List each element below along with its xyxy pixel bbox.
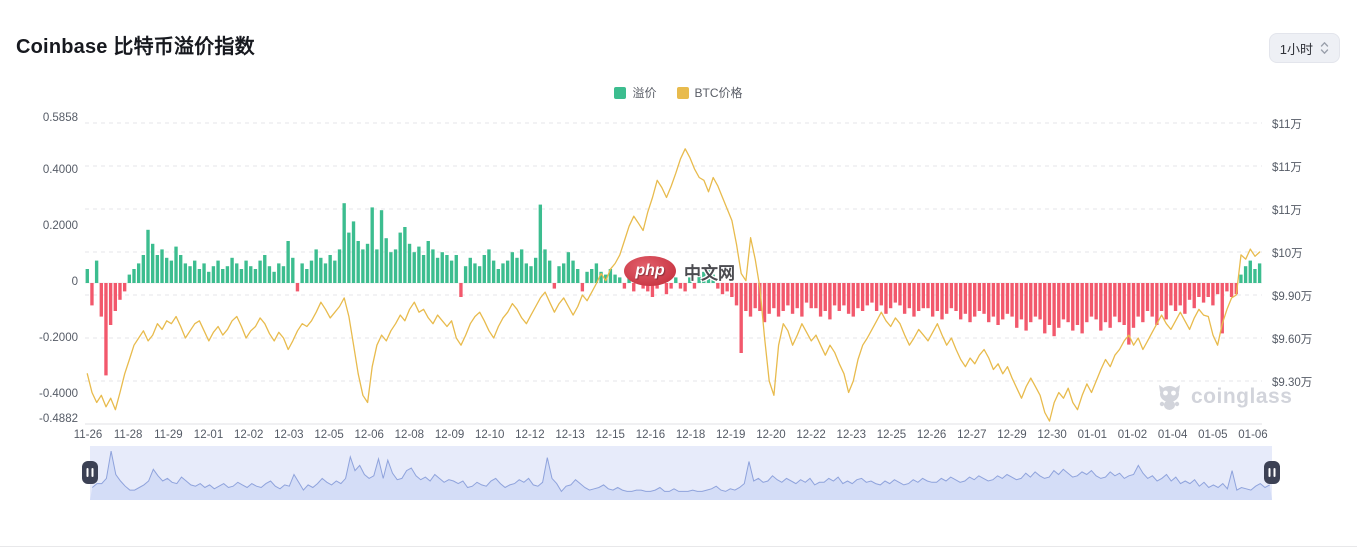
- right-axis-tick-label: $10万: [1272, 248, 1303, 260]
- x-axis-tick-label: 12-29: [997, 429, 1027, 441]
- x-axis-tick-label: 12-01: [193, 429, 224, 441]
- x-axis-tick-label: 12-10: [475, 429, 505, 441]
- x-axis-tick-label: 11-29: [154, 429, 183, 441]
- x-axis-tick-label: 12-12: [515, 429, 545, 441]
- left-axis-tick-label: 0.2000: [42, 220, 78, 232]
- left-axis-tick-label: 0.4000: [42, 164, 78, 176]
- x-axis-tick-label: 12-26: [916, 429, 947, 441]
- interval-select-value: 1小时: [1279, 41, 1313, 57]
- x-axis-tick-label: 01-02: [1117, 429, 1148, 441]
- x-axis-tick-label: 12-23: [836, 429, 866, 441]
- btc-price-legend-swatch-icon: [676, 86, 689, 99]
- left-axis-tick-label: 0: [71, 276, 78, 288]
- php-watermark-text: 中文网: [684, 263, 735, 283]
- x-axis-tick-label: 01-01: [1077, 429, 1107, 441]
- chart-navigator[interactable]: [82, 446, 1280, 500]
- legend-label-premium: 溢价: [632, 86, 657, 100]
- x-axis-tick-label: 01-05: [1198, 429, 1228, 441]
- x-axis-tick-label: 12-20: [756, 429, 786, 441]
- x-axis-tick-label: 11-28: [113, 429, 143, 441]
- right-axis-tick-label: $11万: [1272, 162, 1302, 174]
- php-logo-icon: php: [624, 256, 676, 286]
- legend-label-btc-price: BTC价格: [694, 86, 743, 100]
- x-axis-tick-label: 12-22: [796, 429, 826, 441]
- right-axis-tick-label: $9.90万: [1272, 291, 1313, 303]
- coinglass-watermark: coinglass: [1156, 383, 1292, 411]
- x-axis-tick-label: 01-04: [1157, 429, 1188, 441]
- left-axis-tick-label: 0.5858: [42, 111, 78, 124]
- legend-item-btc-price[interactable]: BTC价格: [676, 84, 743, 101]
- right-axis-tick-label: $9.60万: [1272, 334, 1313, 346]
- chevron-updown-icon: [1320, 41, 1329, 55]
- x-axis-tick-label: 12-09: [434, 429, 465, 441]
- x-axis-tick-label: 11-26: [73, 429, 103, 441]
- left-axis-tick-label: -0.2000: [38, 332, 78, 344]
- x-axis-tick-label: 12-08: [394, 429, 425, 441]
- interval-select[interactable]: 1小时: [1268, 33, 1340, 63]
- left-axis-tick-label: -0.4000: [38, 388, 78, 400]
- gridlines: [85, 122, 1262, 425]
- x-axis-tick-label: 12-19: [716, 429, 746, 441]
- x-axis-tick-label: 12-15: [595, 429, 625, 441]
- chart-legend: 溢价 BTC价格: [0, 84, 1357, 101]
- x-axis-tick-label: 01-06: [1238, 429, 1268, 441]
- x-axis-tick-label: 12-16: [635, 429, 666, 441]
- right-axis-tick-label: $11万: [1272, 205, 1302, 217]
- plot-area[interactable]: [85, 148, 1262, 422]
- x-axis-tick-label: 12-25: [876, 429, 907, 441]
- coinglass-logo-icon: [1159, 385, 1180, 410]
- right-axis-tick-label: $11万: [1272, 119, 1302, 131]
- x-axis-tick-label: 12-18: [675, 429, 706, 441]
- x-axis-tick-label: 12-03: [274, 429, 304, 441]
- x-axis-tick-label: 12-05: [314, 429, 344, 441]
- x-axis-tick-label: 12-13: [555, 429, 585, 441]
- x-axis-tick-label: 12-06: [354, 429, 384, 441]
- card-bottom-border: [0, 546, 1357, 547]
- right-axis-tick-label: $9.30万: [1272, 377, 1313, 389]
- php-watermark: php 中文网: [624, 256, 735, 286]
- left-axis-tick-label: -0.4882: [38, 412, 78, 425]
- x-axis-tick-label: 12-27: [957, 429, 987, 441]
- coinglass-watermark-text: coinglass: [1191, 385, 1293, 408]
- x-axis-tick-label: 12-30: [1037, 429, 1067, 441]
- x-axis-tick-label: 12-02: [233, 429, 264, 441]
- navigator-left-handle[interactable]: [82, 461, 98, 484]
- legend-item-premium[interactable]: 溢价: [614, 84, 657, 101]
- navigator-right-handle[interactable]: [1264, 461, 1280, 484]
- page-title: Coinbase 比特币溢价指数: [16, 36, 255, 58]
- premium-legend-swatch-icon: [614, 86, 627, 99]
